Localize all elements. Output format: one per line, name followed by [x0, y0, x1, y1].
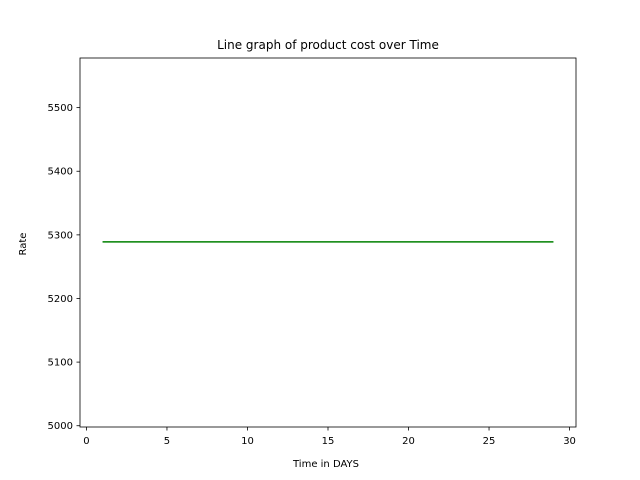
plot-area: 0 5 10 15 20 25 30 5000 5100 5200 5300 5400 5500	[48, 57, 577, 447]
x-tick-label: 20	[402, 436, 415, 447]
y-tick-label: 5100	[48, 358, 73, 369]
y-tick-label: 5400	[48, 167, 73, 178]
y-tick-label: 5000	[48, 421, 73, 432]
y-axis-label: Rate	[18, 233, 29, 256]
y-tick-label: 5200	[48, 294, 73, 305]
y-tick-label: 5300	[48, 230, 73, 241]
x-axis-label: Time in DAYS	[292, 459, 359, 470]
x-tick-label: 10	[241, 436, 254, 447]
chart-title: Line graph of product cost over Time	[217, 38, 439, 52]
x-tick-label: 15	[322, 436, 335, 447]
x-tick-label: 5	[164, 436, 170, 447]
x-tick-label: 30	[563, 436, 576, 447]
y-tick-label: 5500	[48, 103, 73, 114]
x-tick-label: 0	[83, 436, 89, 447]
x-tick-label: 25	[483, 436, 496, 447]
